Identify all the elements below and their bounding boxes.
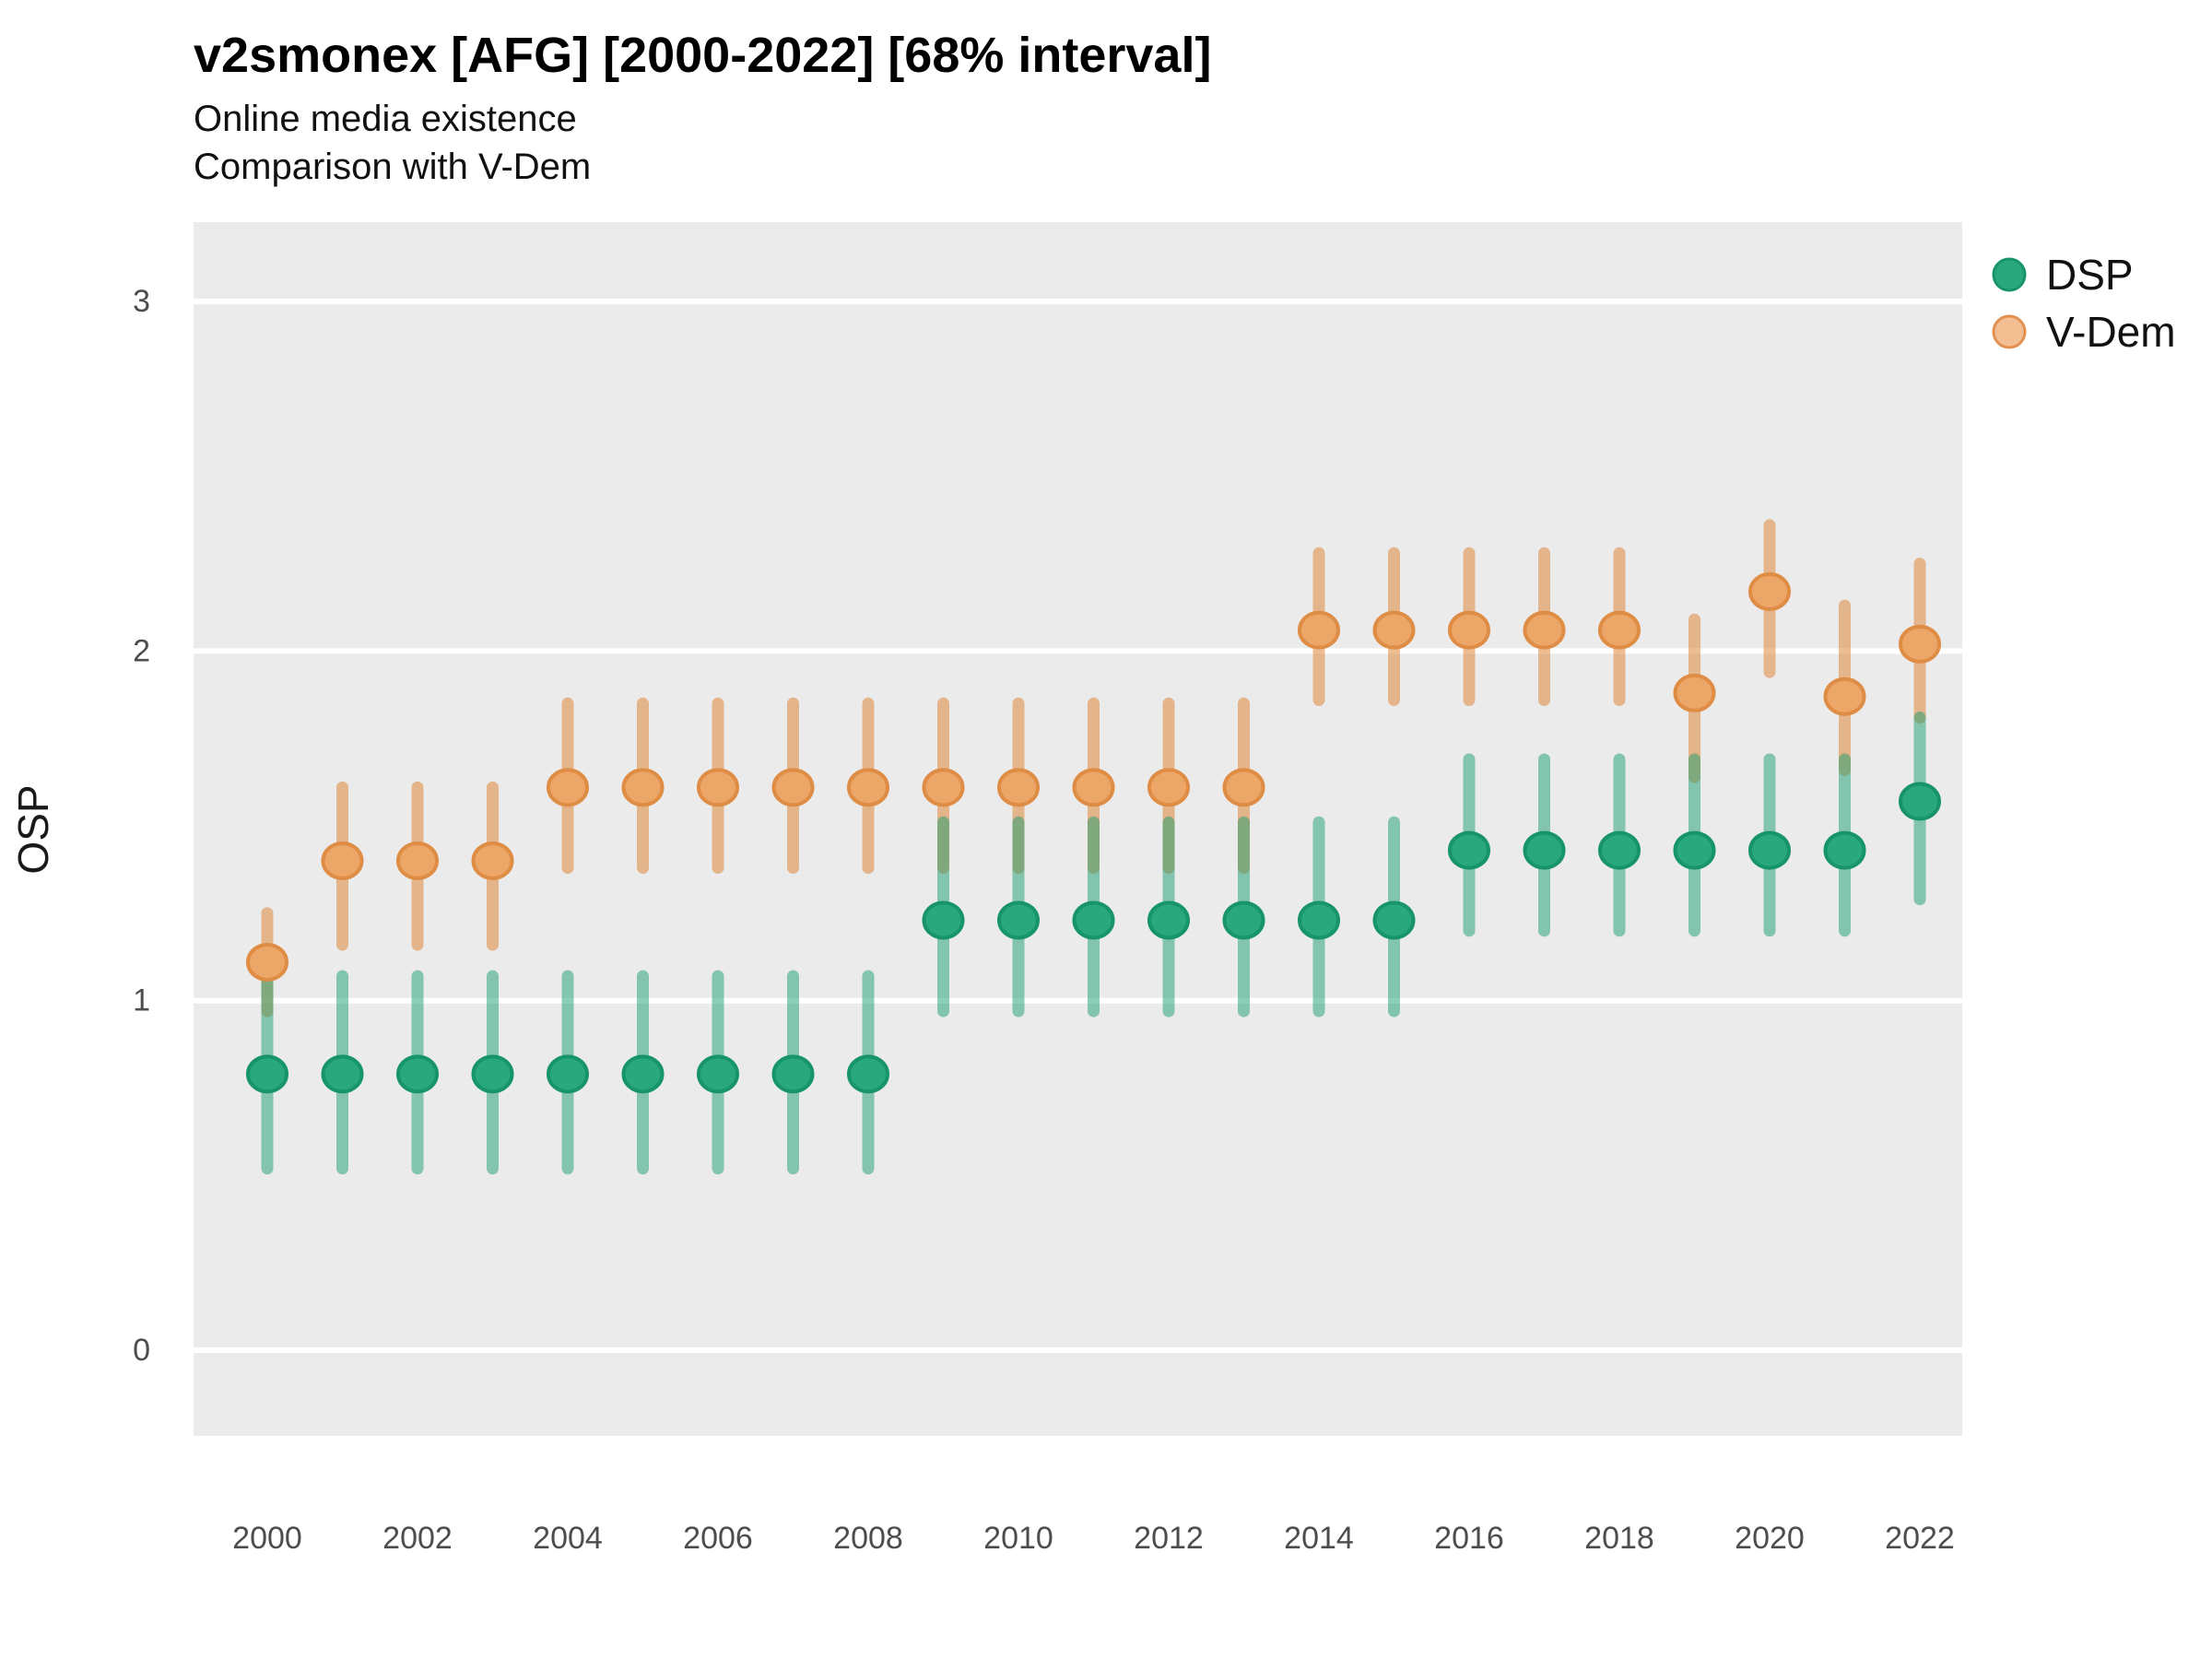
dsp-point-2009 [922,900,965,940]
vdem-point-2014 [1298,610,1340,650]
x-tick-label-2016: 2016 [1434,1521,1504,1556]
y-axis-title: OSP [9,784,57,874]
dsp-point-2003 [471,1054,514,1094]
vdem-point-2019 [1673,673,1716,712]
y-tick-label-3: 3 [133,284,150,319]
vdem-point-2001 [321,841,364,880]
chart-title: v2smonex [AFG] [2000-2022] [68% interval… [194,28,1211,83]
x-axis-tick-labels: 2000 2002 2004 2006 2008 2010 2012 2014 2016 2018… [232,1521,1955,1556]
legend-dsp-label: DSP [2046,251,2134,299]
y-tick-label-1: 1 [133,983,150,1018]
vdem-point-2009 [922,768,965,807]
legend-vdem-label: V-Dem [2046,308,2176,356]
y-tick-label-0: 0 [133,1333,150,1368]
x-tick-label-2018: 2018 [1584,1521,1654,1556]
vdem-point-2011 [1072,768,1115,807]
legend-dsp-dot-icon [1992,257,2027,292]
vdem-point-2017 [1523,610,1566,650]
dsp-point-2019 [1673,830,1716,870]
vdem-point-2012 [1147,768,1190,807]
chart-subtitle-line2: Comparison with V-Dem [194,147,591,187]
vdem-point-2005 [621,768,665,807]
x-tick-label-2000: 2000 [232,1521,302,1556]
dsp-point-2008 [847,1054,889,1094]
vdem-point-2002 [396,841,439,880]
vdem-point-2006 [697,768,739,807]
dsp-point-2002 [396,1054,439,1094]
dsp-point-2011 [1072,900,1115,940]
dsp-point-2020 [1748,830,1791,870]
vdem-point-2018 [1598,610,1641,650]
dsp-point-2015 [1372,900,1416,940]
series-layer [246,519,1941,1175]
x-tick-label-2002: 2002 [382,1521,453,1556]
dsp-point-2018 [1598,830,1641,870]
dsp-point-2013 [1222,900,1265,940]
vdem-point-2004 [547,768,589,807]
x-tick-label-2020: 2020 [1735,1521,1805,1556]
legend: DSP V-Dem [1992,251,2176,356]
dsp-point-2005 [621,1054,665,1094]
y-axis-tick-labels: 0 1 2 3 [133,284,150,1368]
legend-item-vdem: V-Dem [1992,308,2176,356]
dsp-point-2006 [697,1054,739,1094]
vdem-point-2000 [246,942,288,982]
dsp-point-2021 [1823,830,1866,870]
dsp-point-2007 [771,1054,815,1094]
chart-subtitle-line1: Online media existence [194,99,577,139]
dsp-point-2010 [997,900,1040,940]
legend-vdem-dot-icon [1992,314,2027,349]
vdem-point-2003 [471,841,514,880]
vdem-point-2013 [1222,768,1265,807]
vdem-point-2010 [997,768,1040,807]
x-tick-label-2008: 2008 [833,1521,903,1556]
x-tick-label-2014: 2014 [1284,1521,1354,1556]
dsp-point-2017 [1523,830,1566,870]
vdem-point-2021 [1823,677,1866,716]
x-tick-label-2012: 2012 [1134,1521,1204,1556]
vdem-point-2007 [771,768,815,807]
vdem-point-2016 [1448,610,1490,650]
dsp-point-2014 [1298,900,1340,940]
x-tick-label-2022: 2022 [1885,1521,1955,1556]
x-tick-label-2004: 2004 [533,1521,603,1556]
dsp-point-2004 [547,1054,589,1094]
x-tick-label-2010: 2010 [983,1521,1053,1556]
legend-item-dsp: DSP [1992,251,2134,299]
vdem-point-2015 [1372,610,1416,650]
dsp-point-2000 [246,1054,288,1094]
x-tick-label-2006: 2006 [683,1521,753,1556]
dsp-point-2022 [1899,782,1941,821]
vdem-point-2022 [1899,624,1941,664]
dsp-point-2012 [1147,900,1190,940]
dsp-point-2001 [321,1054,364,1094]
dsp-point-2016 [1448,830,1490,870]
vdem-point-2008 [847,768,889,807]
vdem-point-2020 [1748,571,1791,611]
y-tick-label-2: 2 [133,633,150,668]
